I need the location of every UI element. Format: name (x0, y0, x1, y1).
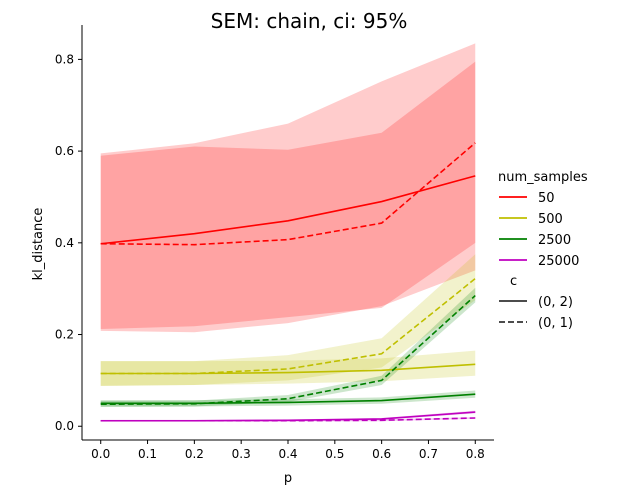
legend-style-label-1: (0, 1) (538, 316, 573, 331)
series-line-2500-c02 (100, 393, 476, 405)
legend: num_samples c 50 500 2500 25000 (0, 2) (0, 1) (498, 170, 588, 331)
legend-style-label-0: (0, 2) (538, 295, 573, 310)
legend-label-500: 500 (538, 212, 563, 227)
ci-band-500-c02 (100, 350, 476, 386)
chart-title: SEM: chain, ci: 95% (211, 9, 408, 33)
legend-label-50: 50 (538, 191, 555, 206)
ci-band-2500-c02 (100, 390, 476, 407)
legend-hue-title: num_samples (498, 170, 588, 185)
y-tick-label: 0.2 (55, 328, 74, 342)
legend-style-title: c (510, 274, 517, 289)
y-tick-label: 0.6 (55, 144, 74, 158)
series-line-50-c02 (100, 175, 476, 245)
series-line-25000-c02 (100, 411, 476, 422)
x-tick-label: 0.3 (232, 447, 251, 461)
legend-label-2500: 2500 (538, 233, 571, 248)
x-tick-label: 0.8 (466, 447, 485, 461)
x-tick-label: 0.2 (185, 447, 204, 461)
y-tick-label: 0.0 (55, 419, 74, 433)
y-tick-label: 0.8 (55, 52, 74, 66)
series-lines (100, 142, 476, 422)
x-tick-label: 0.4 (278, 447, 297, 461)
legend-label-25000: 25000 (538, 254, 579, 269)
ci-band-2500-c01 (100, 287, 476, 407)
y-axis-label: kl_distance (31, 208, 46, 281)
x-tick-label: 0.7 (419, 447, 438, 461)
confidence-bands (100, 43, 476, 422)
x-tick-label: 0.5 (325, 447, 344, 461)
ci-band-50-c02 (100, 61, 476, 330)
x-tick-label: 0.0 (91, 447, 110, 461)
x-tick-label: 0.1 (138, 447, 157, 461)
y-tick-label: 0.4 (55, 236, 74, 250)
x-tick-label: 0.6 (372, 447, 391, 461)
x-axis-label: p (284, 471, 292, 486)
series-line-2500-c01 (100, 294, 476, 406)
series-line-500-c02 (100, 363, 476, 375)
ci-band-50-c01 (100, 43, 476, 333)
axes: 0.0 0.1 0.2 0.3 0.4 0.5 0.6 0.7 0.8 0.0 0.2 0.4 0.6 0… (55, 25, 494, 461)
